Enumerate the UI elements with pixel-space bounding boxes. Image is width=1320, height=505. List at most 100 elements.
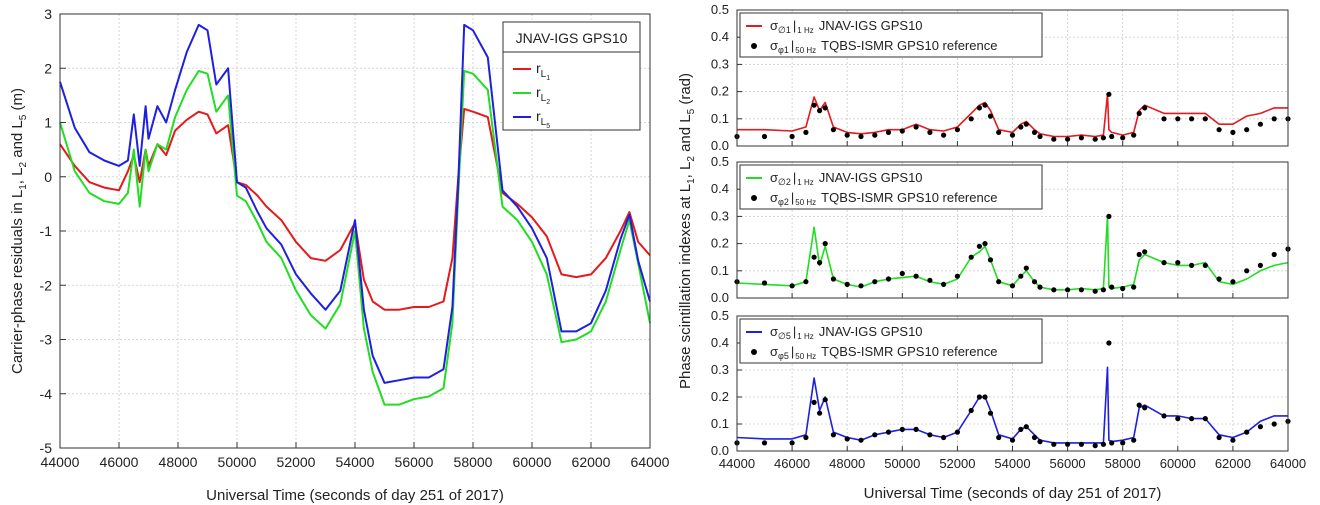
reference-point [1257, 424, 1263, 430]
reference-point [976, 394, 983, 400]
left-chart: 44000 46000 48000 50000 52000 54000 56000 58000… [9, 6, 670, 504]
legend-label: rL2 [536, 84, 550, 106]
reference-point [1189, 262, 1195, 268]
reference-point [1189, 416, 1195, 422]
y-tick-label: -4 [40, 386, 53, 402]
reference-point [1065, 441, 1071, 447]
reference-point [1023, 424, 1029, 430]
reference-point [976, 243, 983, 249]
reference-point [1109, 440, 1115, 446]
legend-sigma: σ [770, 324, 778, 339]
reference-point [817, 108, 823, 114]
legend-sigma: σ [770, 170, 778, 185]
legend-rate: 1 Hz [797, 26, 813, 35]
reference-point [941, 132, 947, 138]
series-line-jnav [737, 93, 1288, 138]
legend-label: σφ2 |50 Hz TQBS-ISMR GPS10 reference [770, 190, 997, 207]
legend-rate: 50 Hz [795, 198, 816, 207]
x-tick-label: 56000 [1050, 456, 1086, 471]
reference-point [1175, 416, 1181, 422]
y-tick-label: 0.5 [711, 2, 729, 17]
reference-point [1244, 268, 1250, 274]
reference-point [789, 283, 795, 289]
panel-3: 0.5 0.4 0.3 0.2 0.1 0.0 σ∅5 |1 Hz JNAV-IGS GPS10… [711, 308, 1291, 458]
y-tick-label: 0.3 [711, 208, 729, 223]
reference-point [858, 133, 864, 140]
reference-point [1161, 413, 1167, 419]
legend-sigma-sub: ∅2 [778, 177, 791, 187]
reference-point [1202, 116, 1208, 122]
reference-point [1216, 127, 1222, 133]
reference-point [803, 279, 809, 285]
x-tick-label: 46000 [774, 456, 810, 471]
series-line-rL2 [59, 70, 651, 406]
reference-point [1065, 287, 1071, 293]
reference-point [1230, 279, 1236, 285]
legend-swatch-dot [751, 43, 757, 49]
legend-label: rL1 [536, 60, 550, 82]
reference-point [1109, 133, 1115, 140]
reference-point [1189, 116, 1195, 122]
ylabel-sub: 2 [18, 162, 29, 168]
reference-point [789, 133, 795, 140]
reference-point [844, 132, 850, 138]
reference-point [1031, 434, 1038, 441]
y-tick-label: 1 [44, 115, 52, 131]
y-axis-label: Phase scintillation indexes at L1, L2 an… [677, 73, 697, 389]
x-tick-label: 50000 [218, 454, 257, 470]
legend-label-subsub: 5 [546, 123, 550, 130]
reference-point [1244, 127, 1250, 133]
reference-point [1009, 437, 1016, 443]
reference-point [811, 399, 817, 405]
reference-point [941, 434, 947, 441]
y-tick-label: 0.4 [711, 335, 729, 350]
reference-point [1175, 116, 1181, 122]
reference-point [1230, 129, 1236, 135]
y-tick-label: -3 [40, 332, 53, 348]
y-tick-label: 0.0 [711, 443, 729, 458]
x-tick-label: 60000 [513, 454, 552, 470]
legend-box [502, 21, 641, 131]
ylabel-part: (rad) [677, 73, 694, 109]
x-tick-label: 44000 [41, 454, 80, 470]
reference-point [822, 105, 828, 111]
reference-point [789, 440, 795, 446]
ylabel-part: , L [9, 168, 26, 185]
reference-point [1037, 133, 1043, 140]
y-tick-label: 0.0 [711, 138, 729, 153]
y-tick-label: -1 [40, 223, 53, 239]
reference-point [1078, 287, 1084, 293]
legend-bar: | [791, 344, 794, 359]
reference-point [822, 241, 828, 247]
legend-sigma-sub: φ1 [778, 45, 789, 55]
reference-point [1120, 135, 1126, 141]
reference-point [1092, 288, 1098, 294]
legend-bar: | [793, 170, 796, 185]
reference-point [1031, 129, 1038, 135]
y-tick-label: 0.1 [711, 111, 729, 126]
panel-1: 0.5 0.4 0.3 0.2 0.1 0.0 σ∅1 |1 Hz JNAV-IGS GPS10… [711, 2, 1291, 153]
reference-point [1037, 439, 1043, 445]
reference-point [913, 273, 919, 279]
reference-point [987, 113, 994, 119]
reference-point [1142, 249, 1148, 255]
legend-bar: | [793, 324, 796, 339]
reference-point [1202, 262, 1208, 268]
reference-point [927, 277, 933, 283]
reference-point [885, 429, 892, 435]
x-tick-label: 46000 [100, 454, 139, 470]
reference-point [913, 426, 919, 432]
y-tick-label: 0.5 [711, 308, 729, 323]
reference-point [761, 440, 768, 446]
legend-sigma: σ [770, 190, 778, 205]
y-axis-label: Carrier-phase residuals in L1, L2 and L5… [9, 88, 29, 374]
y-tick-label: 0.3 [711, 362, 729, 377]
reference-point [1018, 124, 1024, 130]
x-tick-label: 54000 [994, 456, 1030, 471]
y-tick-label: 2 [44, 60, 52, 76]
reference-point [830, 432, 837, 438]
reference-point [1106, 213, 1112, 219]
reference-point [1202, 416, 1208, 422]
reference-point [1009, 132, 1016, 138]
legend-text: JNAV-IGS GPS10 [819, 324, 923, 339]
